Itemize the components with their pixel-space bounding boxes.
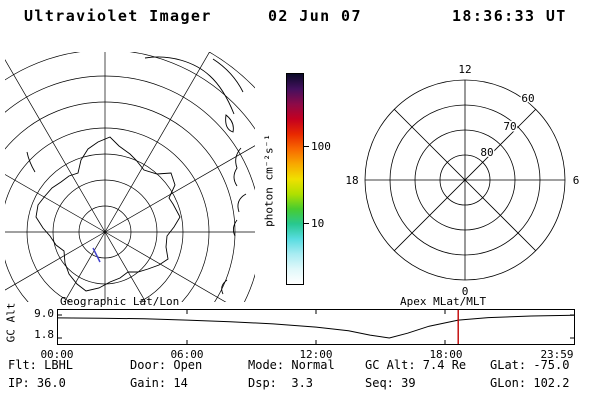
time-display: 18:36:33 UT: [452, 7, 567, 25]
geographic-map: [5, 52, 255, 302]
x-tick-label: 12:00: [299, 348, 333, 361]
status-gc-alt: GC Alt: 7.4 Re: [365, 358, 467, 372]
mlat-ring-label-80: 80: [480, 146, 493, 159]
timeline-caption-apex: Apex MLat/MLT: [400, 295, 487, 308]
gc-alt-plot: [57, 310, 575, 344]
status-seq: Seq: 39: [365, 376, 416, 390]
mlt-label-6: 6: [573, 174, 580, 187]
status-dsp: Dsp: 3.3: [248, 376, 314, 390]
mlt-polar-plot: 12 0 18 6 60 70 80: [345, 63, 580, 298]
status-glon: GLon: 102.2: [490, 376, 570, 390]
gc-alt-plot-box: [57, 309, 575, 345]
mlat-ring-label-70: 70: [503, 120, 516, 133]
mlt-label-12: 12: [458, 63, 471, 76]
status-flt: Flt: LBHL: [8, 358, 74, 372]
status-glat: GLat: -75.0: [490, 358, 570, 372]
status-gain: Gain: 14: [130, 376, 188, 390]
polar-grid: [364, 79, 566, 281]
colorbar-tick-label: 10: [311, 217, 325, 230]
colorbar-unit-label: photon cm⁻²s⁻¹: [262, 134, 276, 227]
map-grid: [5, 52, 255, 302]
colorbar-tick-mark: [304, 146, 309, 147]
x-tick-label: 00:00: [40, 348, 74, 361]
mlt-label-0: 0: [462, 285, 469, 298]
colorbar-tick-mark: [304, 223, 309, 224]
coastline: [26, 56, 247, 295]
colorbar-gradient: [286, 73, 304, 285]
timeline-caption-geographic: Geographic Lat/Lon: [60, 295, 180, 308]
axis-ticks: [58, 310, 574, 344]
colorbar-tick-label: 100: [311, 140, 331, 153]
mlat-ring-label-60: 60: [521, 92, 534, 105]
status-door: Door: Open: [130, 358, 203, 372]
status-ip: IP: 36.0: [8, 376, 66, 390]
timeline-y-axis-label: GC Alt: [4, 302, 18, 343]
app-title: Ultraviolet Imager: [24, 7, 212, 25]
mlt-label-18: 18: [345, 174, 358, 187]
x-tick-label: 18:00: [429, 348, 463, 361]
orbit-track: [92, 247, 101, 263]
date-display: 02 Jun 07: [268, 7, 362, 25]
gc-alt-curve: [57, 314, 575, 339]
x-tick-label: 23:59: [540, 348, 574, 361]
status-mode: Mode: Normal: [248, 358, 335, 372]
y-tick-label: 1.8: [34, 328, 54, 341]
y-tick-label: 9.0: [34, 307, 54, 320]
x-tick-label: 06:00: [170, 348, 204, 361]
